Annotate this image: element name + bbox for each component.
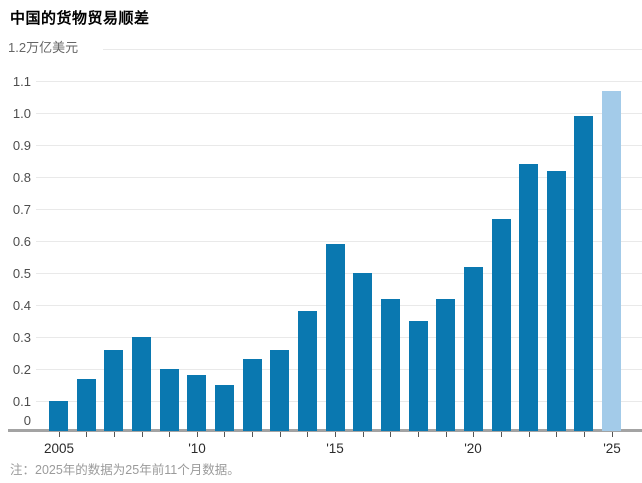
gridline-0.9 bbox=[36, 145, 642, 146]
y-tick-label-0.5: 0.5 bbox=[0, 267, 31, 280]
bar-2011 bbox=[215, 385, 234, 431]
x-axis-tick-2012 bbox=[252, 432, 253, 437]
x-axis-tick-2008 bbox=[142, 432, 143, 437]
bar-2014 bbox=[298, 311, 317, 431]
y-tick-label-0: 0 bbox=[0, 414, 31, 427]
x-axis-tick-2013 bbox=[280, 432, 281, 437]
x-axis-tick-2020 bbox=[473, 432, 474, 437]
bar-2020 bbox=[464, 267, 483, 431]
bar-2015 bbox=[326, 244, 345, 431]
y-tick-label-1.0: 1.0 bbox=[0, 107, 31, 120]
bar-2008 bbox=[132, 337, 151, 431]
y-tick-label-0.7: 0.7 bbox=[0, 203, 31, 216]
bar-2017 bbox=[381, 299, 400, 431]
bar-2023 bbox=[547, 171, 566, 431]
x-axis-tick-2021 bbox=[501, 432, 502, 437]
gridline-1.0 bbox=[36, 113, 642, 114]
x-tick-label-2005: 2005 bbox=[43, 441, 75, 456]
x-tick-label-2020: '20 bbox=[464, 441, 482, 456]
y-tick-label-0.1: 0.1 bbox=[0, 395, 31, 408]
bar-2010 bbox=[187, 375, 206, 431]
x-axis-line bbox=[8, 429, 642, 432]
bar-2007 bbox=[104, 350, 123, 431]
x-axis-tick-2023 bbox=[556, 432, 557, 437]
y-tick-label-1.1: 1.1 bbox=[0, 75, 31, 88]
x-axis-tick-2018 bbox=[418, 432, 419, 437]
bar-2006 bbox=[77, 379, 96, 431]
x-axis-tick-2022 bbox=[529, 432, 530, 437]
x-axis-tick-2024 bbox=[584, 432, 585, 437]
bar-2005 bbox=[49, 401, 68, 431]
bar-2021 bbox=[492, 219, 511, 431]
bar-2012 bbox=[243, 359, 262, 431]
x-axis-tick-2019 bbox=[446, 432, 447, 437]
bar-2018 bbox=[409, 321, 428, 431]
y-tick-label-0.4: 0.4 bbox=[0, 299, 31, 312]
y-tick-label-0.6: 0.6 bbox=[0, 235, 31, 248]
gridline-0.7 bbox=[36, 209, 642, 210]
x-axis-tick-2005 bbox=[59, 432, 60, 437]
y-tick-label-0.3: 0.3 bbox=[0, 331, 31, 344]
y-axis-unit-label: 1.2万亿美元 bbox=[8, 41, 83, 54]
bar-2022 bbox=[519, 164, 538, 431]
y-tick-label-0.2: 0.2 bbox=[0, 363, 31, 376]
x-axis-tick-2007 bbox=[114, 432, 115, 437]
gridline-0.6 bbox=[36, 241, 642, 242]
bar-2019 bbox=[436, 299, 455, 431]
x-axis-tick-2025 bbox=[612, 432, 613, 437]
bar-2016 bbox=[353, 273, 372, 431]
x-tick-label-2015: '15 bbox=[326, 441, 344, 456]
bar-2024 bbox=[574, 116, 593, 431]
x-tick-label-2025: '25 bbox=[603, 441, 621, 456]
x-axis-tick-2011 bbox=[224, 432, 225, 437]
y-tick-label-0.9: 0.9 bbox=[0, 139, 31, 152]
gridline-1.1 bbox=[36, 81, 642, 82]
gridline-1.2 bbox=[103, 49, 642, 50]
y-tick-label-0.8: 0.8 bbox=[0, 171, 31, 184]
chart-title: 中国的货物贸易顺差 bbox=[10, 10, 150, 27]
bar-2025 bbox=[602, 91, 621, 431]
x-axis-tick-2014 bbox=[307, 432, 308, 437]
chart-footnote: 注：2025年的数据为25年前11个月数据。 bbox=[10, 463, 240, 477]
bar-2009 bbox=[160, 369, 179, 431]
x-axis-tick-2017 bbox=[390, 432, 391, 437]
x-axis-tick-2016 bbox=[363, 432, 364, 437]
bar-2013 bbox=[270, 350, 289, 431]
x-axis-tick-2010 bbox=[197, 432, 198, 437]
x-axis-tick-2015 bbox=[335, 432, 336, 437]
x-tick-label-2010: '10 bbox=[188, 441, 206, 456]
x-axis-tick-2006 bbox=[86, 432, 87, 437]
x-axis-tick-2009 bbox=[169, 432, 170, 437]
gridline-0.8 bbox=[36, 177, 642, 178]
